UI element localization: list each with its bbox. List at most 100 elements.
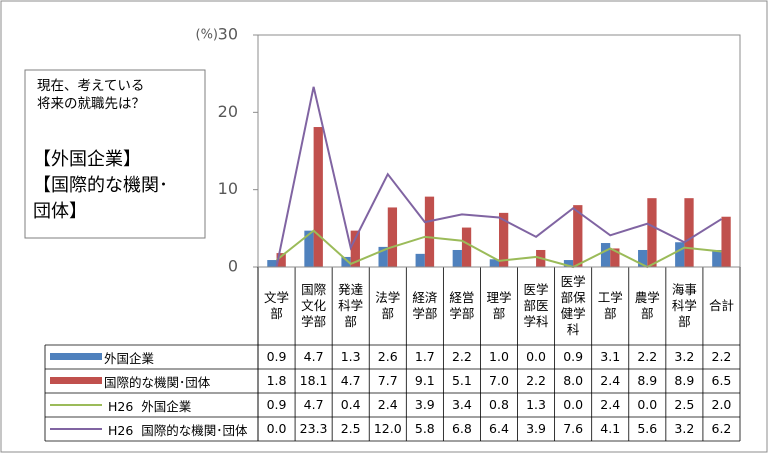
table-value: 6.2 <box>711 421 732 436</box>
table-value: 2.2 <box>526 373 546 388</box>
table-value: 6.8 <box>451 421 472 436</box>
x-tick-label: 合計 <box>708 298 734 313</box>
table-value: 0.0 <box>637 397 658 412</box>
table-value: 0.0 <box>266 421 287 436</box>
note-question: 現在、考えている 将来の就職先は？ <box>37 78 145 112</box>
bar <box>721 216 731 267</box>
table-value: 0.0 <box>526 349 546 364</box>
bar <box>387 207 398 267</box>
x-tick-label: 法学 部 <box>375 290 401 321</box>
bar <box>415 253 425 267</box>
x-tick-label: 文学 部 <box>264 290 290 321</box>
x-tick-label: 医学 部保 健学 科 <box>560 274 586 337</box>
bar <box>647 198 657 267</box>
x-tick-label: 経済 学部 <box>412 290 438 321</box>
table-value: 5.8 <box>414 421 435 436</box>
table-value: 2.2 <box>637 349 658 364</box>
table-value: 12.0 <box>373 421 402 436</box>
x-tick-label: 工学 部 <box>597 290 623 321</box>
table-value: 1.8 <box>266 373 287 388</box>
bar <box>573 205 583 267</box>
x-tick-label: 農学 部 <box>634 290 660 321</box>
x-tick-label: 理学 部 <box>486 290 512 321</box>
table-value: 18.1 <box>299 373 328 388</box>
table-value: 2.0 <box>711 397 732 412</box>
table-value: 1.0 <box>489 349 509 364</box>
bar <box>276 253 286 267</box>
bar <box>304 230 314 267</box>
bar <box>378 246 388 267</box>
y-tick-label: 30 <box>218 25 238 44</box>
table-value: 2.6 <box>377 349 398 364</box>
table-value: 3.9 <box>414 397 435 412</box>
table-value: 4.7 <box>303 349 324 364</box>
line <box>275 86 722 268</box>
bar <box>267 260 277 267</box>
bar <box>499 212 509 267</box>
x-tick-label: 発達 科学 部 <box>338 282 364 329</box>
table-value: 1.3 <box>340 349 361 364</box>
table-value: 4.1 <box>600 421 621 436</box>
table-value: 3.9 <box>526 421 546 436</box>
table-value: 7.6 <box>563 421 584 436</box>
table-value: 5.1 <box>451 373 472 388</box>
y-unit: (%) <box>196 28 219 43</box>
bar <box>712 249 722 267</box>
table-value: 5.6 <box>637 421 658 436</box>
table-value: 1.7 <box>414 349 435 364</box>
y-tick-label: 20 <box>218 102 238 121</box>
bar <box>424 196 435 267</box>
table-value: 4.7 <box>340 373 361 388</box>
table-value: 4.7 <box>303 397 324 412</box>
table-value: 23.3 <box>299 421 328 436</box>
table-value: 2.2 <box>711 349 732 364</box>
y-tick-label: 10 <box>218 179 238 198</box>
table-value: 1.3 <box>526 397 546 412</box>
table-value: 2.4 <box>600 373 621 388</box>
table-value: 2.4 <box>600 397 621 412</box>
table-value: 7.0 <box>489 373 509 388</box>
bar <box>675 242 685 267</box>
bar <box>600 243 611 267</box>
table-value: 8.9 <box>637 373 658 388</box>
legend-label: H26 国際的な機関･団体 <box>108 422 248 438</box>
note-topic: 【外国企業】 【国際的な機関･ 団体】 <box>33 149 168 222</box>
table-value: 2.5 <box>674 397 695 412</box>
legend-label: 国際的な機関･団体 <box>104 374 211 390</box>
table-value: 6.4 <box>489 421 509 436</box>
table-value: 0.8 <box>489 397 509 412</box>
note-box <box>24 69 206 239</box>
bar <box>563 260 574 267</box>
table-value: 9.1 <box>414 373 435 388</box>
x-tick-label: 経営 学部 <box>449 290 475 321</box>
bar <box>452 249 462 267</box>
table-value: 0.9 <box>266 349 287 364</box>
x-tick-label: 海事 科学 部 <box>671 282 697 329</box>
bar <box>610 248 620 267</box>
table-value: 3.1 <box>600 349 621 364</box>
table-value: 2.5 <box>340 421 361 436</box>
table-value: 3.2 <box>674 421 695 436</box>
bar <box>313 127 323 267</box>
table-value: 7.7 <box>377 373 398 388</box>
table-value: 6.5 <box>711 373 732 388</box>
bar <box>684 198 694 267</box>
x-tick-label: 国際 文化 学部 <box>301 282 327 329</box>
bar <box>341 256 351 267</box>
table-value: 0.9 <box>563 349 584 364</box>
table-value: 0.9 <box>266 397 287 412</box>
legend-key <box>50 377 102 384</box>
y-tick-label: 0 <box>228 257 238 276</box>
bar <box>350 230 360 267</box>
legend-label: H26 外国企業 <box>108 398 192 414</box>
table-value: 8.0 <box>563 373 584 388</box>
bar <box>489 259 499 267</box>
bar <box>461 227 472 267</box>
legend-key <box>50 353 102 360</box>
legend-label: 外国企業 <box>104 350 155 366</box>
table-value: 0.4 <box>340 397 361 412</box>
table-value: 8.9 <box>674 373 695 388</box>
x-tick-label: 医学 部医 学科 <box>523 282 549 329</box>
